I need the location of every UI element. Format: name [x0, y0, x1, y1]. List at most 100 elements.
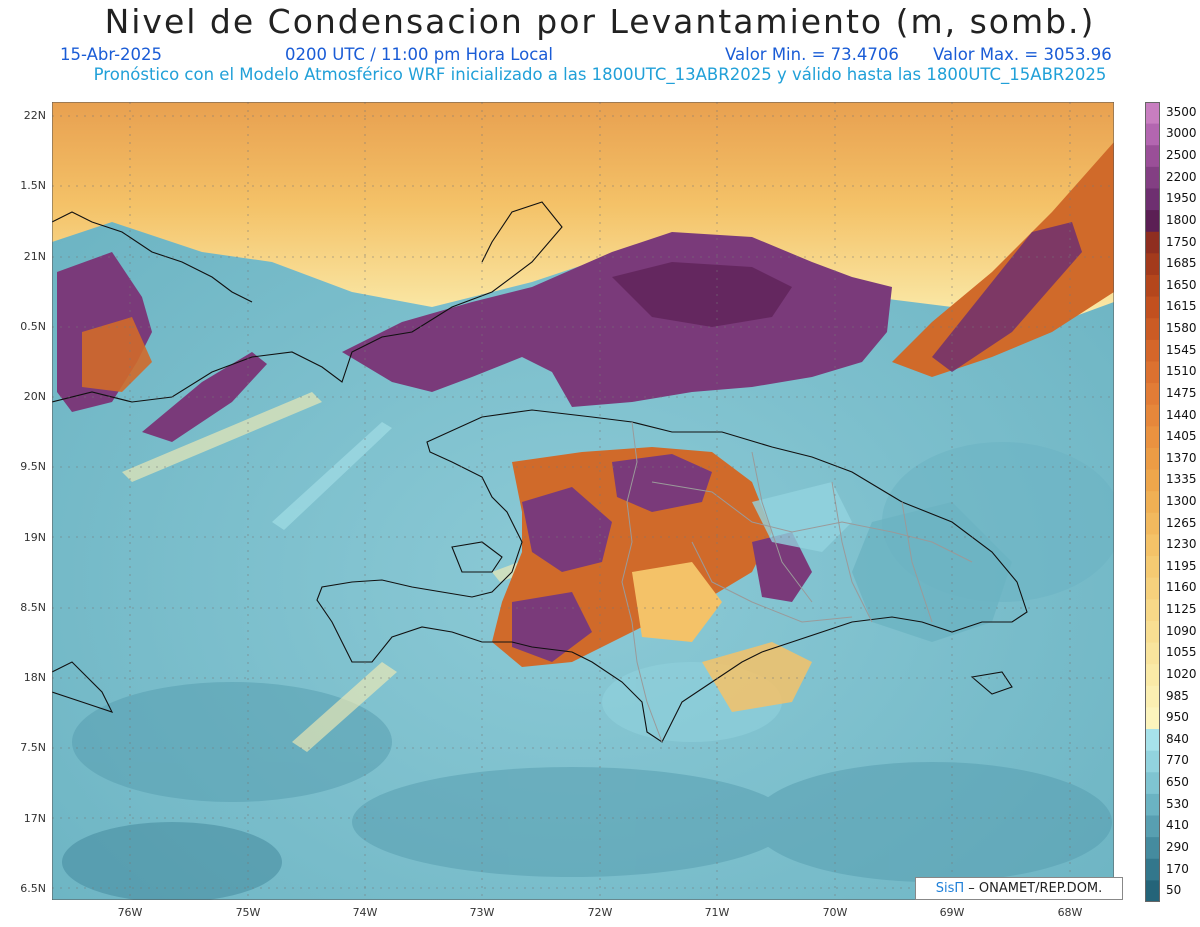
- legend-label: 50: [1166, 883, 1182, 898]
- legend-swatch: [1145, 383, 1160, 406]
- legend-label: 1125: [1166, 602, 1197, 617]
- legend-swatch: [1145, 858, 1160, 881]
- legend-swatch: [1145, 793, 1160, 817]
- legend-swatch: [1145, 815, 1160, 838]
- graticule: [52, 102, 1114, 900]
- legend-label: 1370: [1166, 450, 1197, 465]
- legend-swatch: [1145, 599, 1160, 622]
- legend-label: 1160: [1166, 580, 1197, 595]
- min-value-label: Valor Min. = 73.4706: [725, 45, 899, 64]
- legend-swatch: [1145, 577, 1160, 600]
- legend-label: 1545: [1166, 342, 1197, 357]
- legend-label: 840: [1166, 731, 1189, 746]
- legend-label: 1650: [1166, 277, 1197, 292]
- legend-label: 2500: [1166, 148, 1197, 163]
- legend-label: 3500: [1166, 104, 1197, 119]
- legend-swatch: [1145, 274, 1160, 298]
- legend-swatch: [1145, 296, 1160, 319]
- legend-swatch: [1145, 685, 1160, 708]
- map-title: Nivel de Condensacion por Levantamiento …: [104, 2, 1096, 41]
- legend-swatch: [1145, 642, 1160, 665]
- legend-swatch: [1145, 231, 1160, 254]
- north-warm-band: [52, 102, 1114, 332]
- legend-swatch: [1145, 447, 1160, 471]
- legend-label: 3000: [1166, 126, 1197, 141]
- legend-swatch: [1145, 404, 1160, 427]
- lat-label: 7.5N: [20, 741, 46, 754]
- legend-swatch: [1145, 707, 1160, 730]
- legend-swatch: [1145, 491, 1160, 514]
- legend-swatch: [1145, 620, 1160, 644]
- lat-label: 22N: [23, 109, 46, 122]
- legend-swatch: [1145, 880, 1160, 902]
- legend-label: 650: [1166, 775, 1189, 790]
- lat-label: 8.5N: [20, 601, 46, 614]
- date-label: 15-Abr-2025: [60, 45, 163, 64]
- legend-label: 1615: [1166, 299, 1197, 314]
- legend-label: 1510: [1166, 364, 1197, 379]
- legend-swatch: [1145, 534, 1160, 557]
- legend-swatch: [1145, 837, 1160, 860]
- lat-label: 18N: [23, 671, 46, 684]
- legend-swatch: [1145, 664, 1160, 687]
- legend-label: 1440: [1166, 407, 1197, 422]
- legend-label: 1685: [1166, 256, 1197, 271]
- forecast-label: Pronóstico con el Modelo Atmosférico WRF…: [93, 65, 1107, 84]
- legend-label: 1265: [1166, 515, 1197, 530]
- legend-label: 1055: [1166, 645, 1197, 660]
- legend-swatch: [1145, 166, 1160, 189]
- legend-label: 290: [1166, 839, 1189, 854]
- lat-label: 20N: [23, 390, 46, 403]
- lat-label: 9.5N: [20, 460, 46, 473]
- legend-swatch: [1145, 469, 1160, 492]
- legend-label: 1230: [1166, 537, 1197, 552]
- legend-swatch: [1145, 512, 1160, 535]
- provincial-borders: [621, 421, 973, 743]
- lat-label: 1.5N: [20, 179, 46, 192]
- legend-label: 985: [1166, 688, 1189, 703]
- credit-box: SisΠ – ONAMET/REP.DOM.: [915, 877, 1123, 900]
- legend-swatch: [1145, 729, 1160, 752]
- legend-swatch: [1145, 318, 1160, 341]
- lat-label: 6.5N: [20, 882, 46, 895]
- lon-label: 73W: [469, 906, 495, 919]
- color-legend: [1145, 102, 1160, 902]
- legend-label: 1195: [1166, 558, 1197, 573]
- coastlines: [52, 201, 1028, 743]
- legend-swatch: [1145, 750, 1160, 773]
- legend-label: 1750: [1166, 234, 1197, 249]
- legend-label: 1300: [1166, 494, 1197, 508]
- lon-label: 68W: [1057, 906, 1083, 919]
- legend-label: 770: [1166, 753, 1189, 768]
- legend-label: 1475: [1166, 385, 1197, 400]
- legend-label: 530: [1166, 796, 1189, 811]
- lon-label: 71W: [704, 906, 730, 919]
- legend-swatch: [1145, 102, 1160, 125]
- legend-swatch: [1145, 339, 1160, 362]
- legend-swatch: [1145, 145, 1160, 168]
- legend-swatch: [1145, 253, 1160, 276]
- legend-label: 1580: [1166, 321, 1197, 336]
- lon-label: 75W: [235, 906, 261, 919]
- legend-label: 1950: [1166, 191, 1197, 206]
- legend-label: 1335: [1166, 472, 1197, 487]
- legend-label: 1800: [1166, 212, 1197, 227]
- lat-label: 0.5N: [20, 320, 46, 333]
- lon-label: 69W: [939, 906, 965, 919]
- lon-label: 74W: [352, 906, 378, 919]
- lat-label: 17N: [23, 812, 46, 825]
- lat-label: 19N: [23, 531, 46, 544]
- northeast-wedge: [892, 142, 1114, 377]
- lon-label: 72W: [587, 906, 613, 919]
- legend-label: 1405: [1166, 429, 1197, 444]
- legend-swatch: [1145, 188, 1160, 211]
- legend-swatch: [1145, 361, 1160, 384]
- lon-label: 76W: [117, 906, 143, 919]
- credit-text: – ONAMET/REP.DOM.: [964, 881, 1103, 896]
- legend-label: 950: [1166, 710, 1189, 725]
- ocean-shading: [62, 442, 1114, 900]
- credit-brand: SisΠ: [935, 881, 965, 896]
- legend-swatch: [1145, 772, 1160, 795]
- legend-label: 410: [1166, 818, 1189, 833]
- legend-swatch: [1145, 556, 1160, 579]
